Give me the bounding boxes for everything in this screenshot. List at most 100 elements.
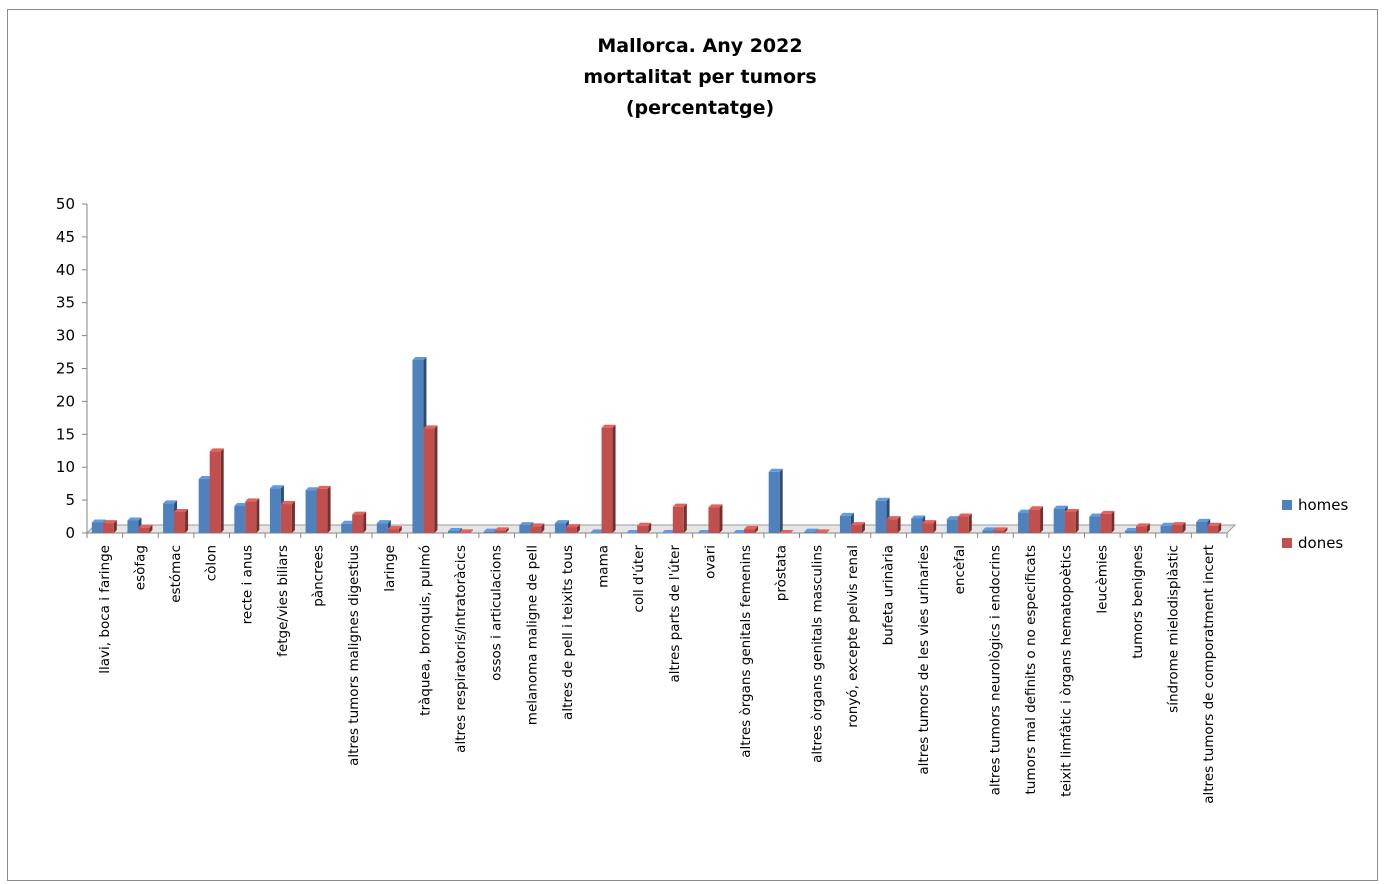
bar-dones — [316, 485, 331, 533]
bar-top — [590, 529, 605, 533]
bar-top — [483, 528, 498, 532]
bar-front — [245, 501, 257, 533]
bar-top — [91, 519, 106, 523]
x-category-label: pàncrees — [311, 545, 327, 607]
bar-dones — [1029, 506, 1044, 533]
x-category-label: tumors benignes — [1130, 545, 1146, 659]
bar-front — [850, 525, 862, 533]
bar-dones — [708, 504, 723, 533]
y-tick-label: 15 — [56, 425, 75, 443]
bar-homes — [733, 530, 748, 533]
chart-title-line-2: mortalitat per tumors — [583, 66, 816, 88]
bar-top — [1207, 522, 1222, 526]
bar-dones — [1207, 522, 1222, 533]
bar-side — [541, 523, 545, 533]
bar-dones — [174, 508, 189, 533]
x-category-label: esòfag — [132, 545, 148, 590]
bar-front — [1064, 511, 1076, 533]
bar-top — [815, 529, 830, 533]
y-tick-label: 5 — [65, 491, 75, 509]
bar-side — [220, 448, 224, 533]
bar-front — [412, 359, 424, 533]
x-category-label: encèfal — [952, 545, 968, 594]
bar-side — [1182, 522, 1186, 533]
legend-label-dones: dones — [1298, 534, 1343, 552]
x-category-label: altres parts de l'úter — [667, 545, 683, 683]
bar-front — [280, 504, 292, 533]
bar-side — [779, 468, 783, 533]
bar-top — [305, 487, 320, 491]
bar-side — [1075, 508, 1079, 533]
bar-front — [1135, 526, 1147, 533]
bar-front — [387, 529, 399, 533]
bar-side — [1111, 510, 1115, 533]
bar-top — [174, 508, 189, 512]
x-category-label: altres de pell i teixits tous — [560, 545, 576, 720]
bar-front — [708, 507, 720, 533]
bar-front — [957, 516, 969, 533]
bar-top — [269, 485, 284, 489]
x-category-label: teixit limfàtic i òrgans hematopoètics — [1059, 545, 1075, 797]
bar-top — [1124, 528, 1139, 532]
bar-top — [839, 512, 854, 516]
bar-front — [1196, 521, 1208, 533]
x-category-label: fetge/vies biliars — [275, 545, 291, 657]
bar-front — [174, 511, 186, 533]
bar-top — [376, 520, 391, 524]
bar-top — [946, 516, 961, 520]
bar-top — [198, 476, 213, 480]
bar-front — [1124, 531, 1136, 533]
bar-top — [697, 530, 712, 533]
bar-top — [875, 497, 890, 501]
bar-top — [1053, 505, 1068, 509]
bar-dones — [565, 524, 580, 533]
bar-front — [565, 527, 577, 533]
bar-front — [911, 518, 923, 533]
x-category-label: altres tumors malignes digestius — [346, 545, 362, 766]
bar-front — [483, 531, 495, 533]
bar-top — [672, 503, 687, 507]
bar-side — [1218, 522, 1222, 533]
bar-dones — [530, 523, 545, 533]
bar-side — [256, 498, 260, 533]
bar-front — [768, 471, 780, 533]
bar-top — [245, 498, 260, 502]
x-category-label: recte i anus — [239, 545, 255, 624]
chart-title: Mallorca. Any 2022 mortalitat per tumors… — [583, 35, 816, 119]
legend: homes dones — [1282, 496, 1349, 552]
bar-homes — [768, 468, 783, 533]
bar-top — [316, 485, 331, 489]
chart-title-line-1: Mallorca. Any 2022 — [597, 35, 802, 57]
x-category-label: ronyó, excepte pelvis renal — [845, 545, 861, 728]
bar-front — [1160, 525, 1172, 533]
x-category-label: altres tumors de comporatment incert — [1201, 545, 1217, 804]
bar-dones — [850, 522, 865, 533]
bar-dones — [459, 529, 474, 533]
bar-dones — [1100, 510, 1115, 533]
bar-dones — [494, 527, 509, 533]
bar-top — [1029, 506, 1044, 510]
x-category-label: laringe — [382, 545, 398, 592]
bar-front — [804, 531, 816, 533]
bar-top — [138, 524, 153, 528]
legend-swatch-homes — [1282, 500, 1292, 510]
bar-top — [993, 527, 1008, 531]
x-category-label: altres òrgans genitals femenins — [738, 545, 754, 758]
bar-top — [412, 356, 427, 360]
bar-side — [933, 520, 937, 533]
bar-side — [505, 527, 509, 533]
bar-front — [839, 515, 851, 533]
bar-top — [102, 520, 117, 524]
bar-top — [565, 524, 580, 528]
bar-dones — [993, 527, 1008, 533]
bar-dones — [245, 498, 260, 533]
x-category-label: estómac — [168, 545, 184, 603]
x-category-label: ossos i articulacions — [489, 545, 505, 681]
bar-side — [1040, 506, 1044, 533]
bar-front — [423, 428, 435, 533]
x-category-label: tumors mal definits o no especificats — [1023, 545, 1039, 794]
bar-top — [982, 527, 997, 531]
bar-front — [341, 523, 353, 533]
y-tick-label: 45 — [56, 228, 75, 246]
bar-front — [163, 503, 175, 533]
